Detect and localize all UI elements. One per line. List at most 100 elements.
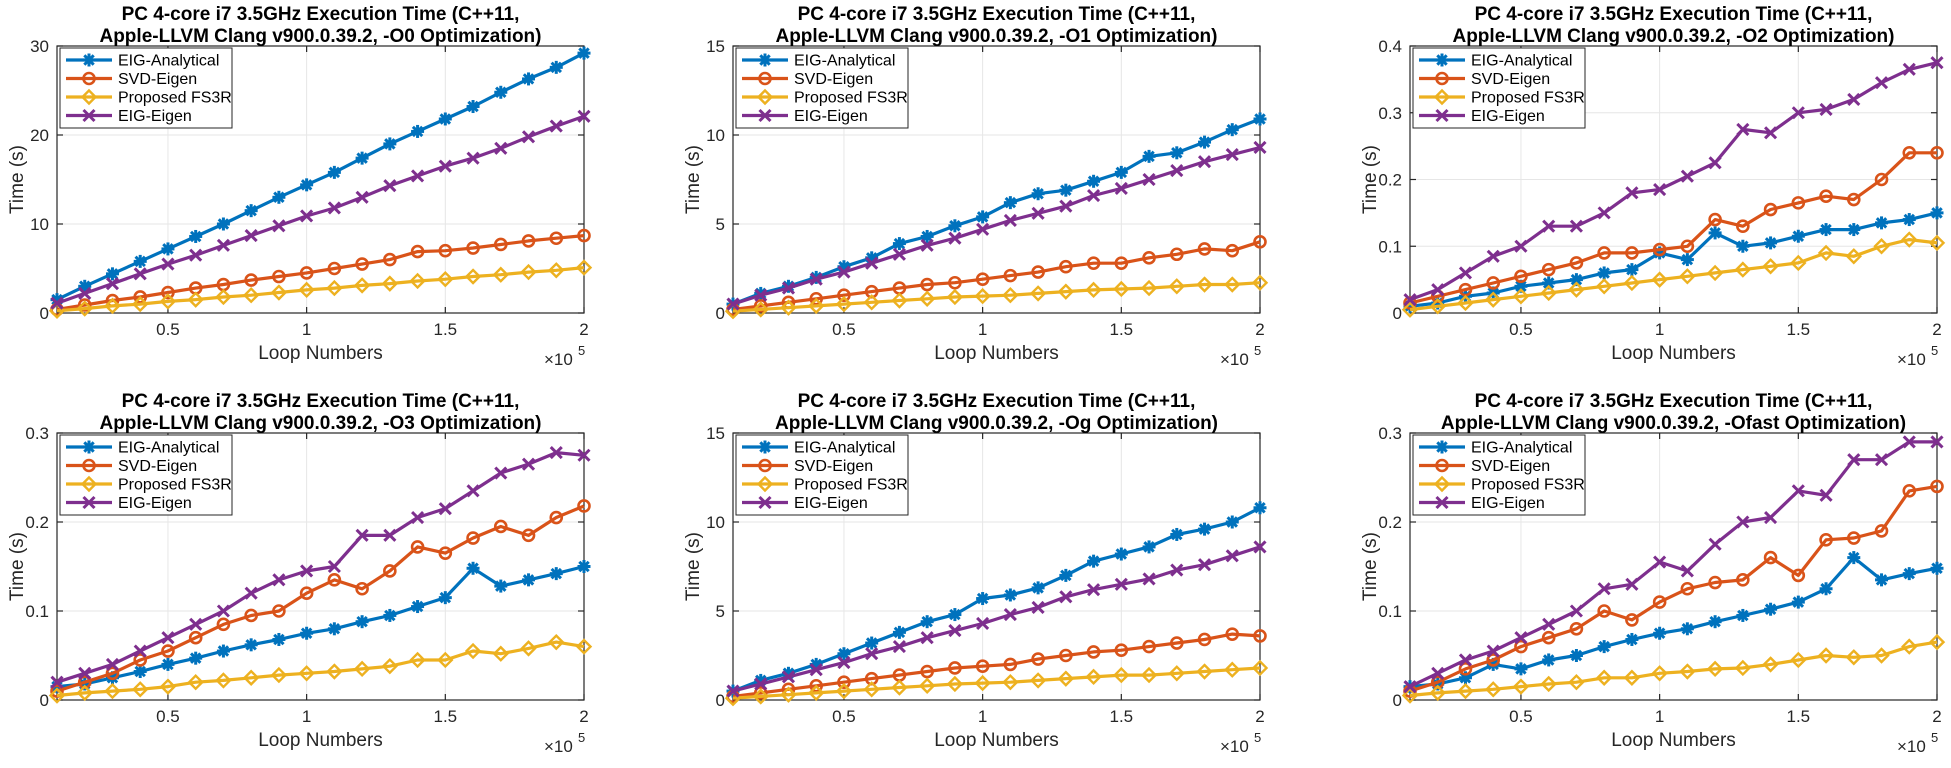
x-stroke bbox=[1569, 604, 1583, 618]
asterisk-stroke bbox=[83, 441, 95, 453]
asterisk-stroke bbox=[1542, 277, 1555, 289]
y-axis-label: Time (s) bbox=[7, 532, 28, 601]
x-stroke bbox=[976, 616, 990, 631]
legend-label: Proposed FS3R bbox=[794, 477, 908, 494]
asterisk-stroke bbox=[83, 54, 95, 66]
data-point bbox=[1651, 271, 1668, 288]
x-stroke bbox=[189, 248, 203, 262]
data-point bbox=[409, 651, 426, 669]
y-tick-label: 0 bbox=[40, 691, 49, 710]
asterisk-stroke bbox=[384, 138, 396, 150]
x-stroke bbox=[1847, 92, 1861, 106]
x-exponent: 5 bbox=[1254, 343, 1261, 358]
data-point bbox=[1197, 242, 1212, 256]
data-point bbox=[438, 591, 452, 605]
data-point bbox=[48, 687, 66, 704]
data-point bbox=[270, 666, 288, 684]
data-point bbox=[1142, 572, 1156, 586]
x-stroke bbox=[1059, 590, 1073, 604]
chart-title-line2: Apple-LLVM Clang v900.0.39.2, -O1 Optimi… bbox=[775, 26, 1217, 47]
x-stroke bbox=[1708, 156, 1722, 170]
series-eig-analytical bbox=[726, 501, 1267, 698]
x-stroke bbox=[1764, 126, 1778, 140]
y-tick-label: 0.2 bbox=[1378, 171, 1402, 190]
asterisk-stroke bbox=[976, 211, 989, 223]
data-point bbox=[1253, 140, 1267, 155]
data-point bbox=[948, 219, 962, 233]
asterisk-stroke bbox=[1709, 227, 1721, 239]
legend-entry: EIG-Analytical bbox=[66, 440, 219, 457]
data-point bbox=[1514, 662, 1528, 676]
x-stroke bbox=[1197, 558, 1212, 572]
data-point bbox=[1059, 648, 1073, 663]
data-point bbox=[1085, 281, 1102, 299]
data-point bbox=[1762, 258, 1779, 275]
data-point bbox=[754, 288, 768, 302]
legend-marker bbox=[1435, 458, 1449, 473]
x-axis-label: Loop Numbers bbox=[1611, 343, 1736, 364]
x-tick-label: 1 bbox=[978, 320, 987, 339]
x-stroke bbox=[1680, 564, 1694, 578]
data-point bbox=[549, 510, 564, 525]
data-point bbox=[1597, 206, 1611, 220]
data-point bbox=[466, 100, 480, 114]
data-point bbox=[1791, 595, 1805, 609]
data-point bbox=[272, 269, 286, 284]
y-axis-label: Time (s) bbox=[7, 145, 28, 214]
data-point bbox=[892, 640, 906, 654]
data-point bbox=[549, 567, 563, 581]
data-point bbox=[494, 141, 508, 155]
data-point bbox=[187, 291, 204, 308]
data-point bbox=[410, 540, 425, 554]
legend-marker bbox=[758, 440, 772, 454]
data-point bbox=[1170, 146, 1184, 160]
data-point bbox=[1930, 479, 1944, 494]
data-point bbox=[1003, 657, 1018, 672]
x-exponent-base: ×10 bbox=[1220, 737, 1249, 756]
x-stroke bbox=[1902, 62, 1916, 76]
data-point bbox=[1113, 666, 1130, 684]
asterisk-stroke bbox=[384, 609, 396, 622]
x-stroke bbox=[82, 108, 96, 123]
data-point bbox=[1625, 632, 1639, 646]
data-point bbox=[976, 616, 990, 631]
data-point bbox=[1512, 288, 1530, 305]
chart-4: 0.5 1 1.5 2 0 0.1 0.2 0.3 Loop Numbers Time (s) ×1… bbox=[7, 391, 593, 756]
data-point bbox=[575, 259, 593, 276]
data-point bbox=[835, 295, 853, 313]
data-point bbox=[1225, 515, 1239, 529]
x-stroke bbox=[758, 108, 772, 123]
x-stroke bbox=[327, 559, 341, 574]
data-point bbox=[1708, 575, 1722, 590]
data-point bbox=[1651, 665, 1668, 682]
x-stroke bbox=[133, 644, 147, 658]
y-tick-label: 0.2 bbox=[25, 513, 49, 532]
data-point bbox=[272, 632, 286, 646]
asterisk-stroke bbox=[1115, 166, 1128, 179]
data-point bbox=[272, 573, 286, 587]
x-stroke bbox=[1486, 644, 1500, 658]
x-tick-label: 2 bbox=[579, 707, 588, 726]
data-point bbox=[494, 466, 508, 480]
data-point bbox=[189, 248, 203, 262]
y-axis-label: Time (s) bbox=[683, 145, 704, 214]
data-point bbox=[1930, 56, 1944, 70]
x-stroke bbox=[438, 159, 452, 173]
asterisk-stroke bbox=[1764, 603, 1777, 615]
asterisk-stroke bbox=[273, 633, 285, 646]
data-point bbox=[920, 615, 934, 629]
data-point bbox=[920, 664, 934, 679]
data-point bbox=[1652, 242, 1667, 257]
data-point bbox=[726, 684, 740, 698]
data-point bbox=[948, 608, 962, 622]
data-point bbox=[1253, 540, 1267, 554]
data-point bbox=[1791, 106, 1805, 120]
x-stroke bbox=[1225, 148, 1239, 162]
x-stroke bbox=[1542, 219, 1556, 233]
data-point bbox=[1790, 651, 1807, 669]
data-point bbox=[1429, 298, 1446, 315]
x-stroke bbox=[1736, 122, 1750, 136]
data-point bbox=[1597, 582, 1611, 596]
data-point bbox=[133, 290, 148, 304]
legend-entry: SVD-Eigen bbox=[66, 71, 197, 88]
